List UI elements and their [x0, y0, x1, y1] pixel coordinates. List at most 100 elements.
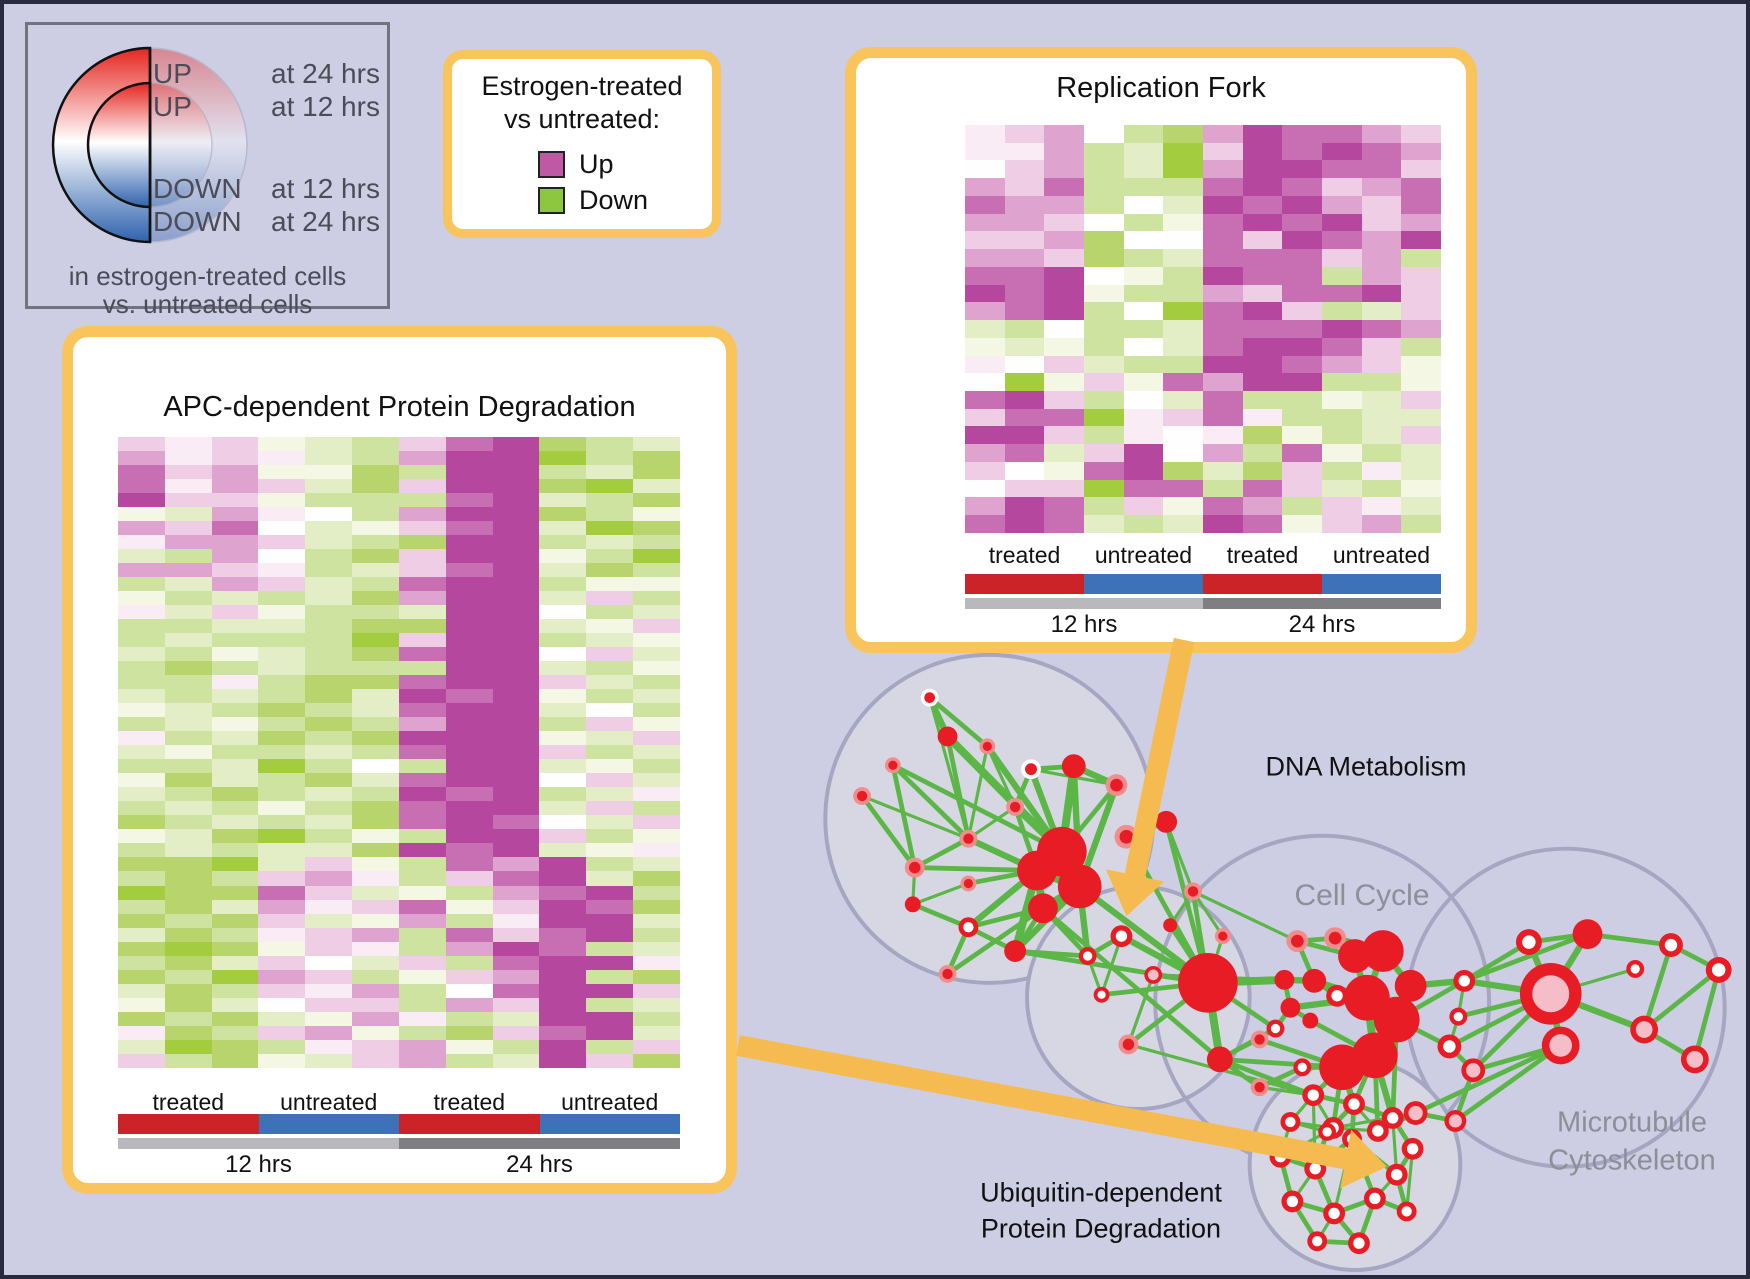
heatmap-cell [1401, 408, 1442, 427]
heatmap-cell [1163, 142, 1204, 161]
heatmap-cell [492, 563, 540, 578]
heatmap-cell [258, 1053, 306, 1068]
heatmap-row [118, 689, 680, 704]
heatmap-cell [118, 521, 165, 536]
heatmap-cell [164, 521, 212, 536]
network-edge [945, 734, 971, 842]
network-node-core [1297, 1062, 1307, 1072]
heatmap-cell [211, 507, 259, 522]
heatmap-row [118, 675, 680, 690]
heatmap-row [118, 633, 680, 648]
heatmap-cell [1123, 408, 1164, 427]
heatmap-cell [211, 619, 259, 634]
heatmap-cell [445, 1053, 493, 1068]
heatmap-cell [1004, 178, 1045, 196]
heatmap-cell [1163, 373, 1204, 392]
heatmap-cell [164, 1025, 212, 1040]
heatmap-cell [1004, 213, 1045, 232]
heatmap-cell [398, 773, 446, 788]
heatmap-cell [164, 647, 212, 662]
heatmap-cell [352, 955, 399, 970]
heatmap-cell [1282, 231, 1323, 250]
heatmap-cell [398, 717, 446, 732]
heatmap-row [118, 577, 680, 592]
heatmap-cell [1361, 515, 1402, 533]
heatmap-cell [118, 983, 165, 998]
network-node [937, 726, 958, 747]
flow-arrow-shaft [1123, 637, 1195, 884]
heatmap-row [118, 1039, 680, 1054]
heatmap-cell [164, 787, 212, 802]
heatmap-cell [118, 913, 165, 928]
network-node-core [1353, 1237, 1365, 1249]
heatmap-cell [1401, 284, 1442, 303]
heatmap-row [118, 829, 680, 844]
heatmap-cell [305, 535, 353, 550]
heatmap-cell [258, 521, 306, 536]
heatmap-cell [965, 426, 1005, 445]
heatmap-cell [1401, 142, 1442, 161]
treatment-bar-segment [1322, 574, 1441, 594]
network-edge [1040, 905, 1223, 1062]
heatmap-cell [118, 549, 165, 564]
heatmap-cell [1123, 213, 1164, 232]
heatmap-cell [586, 997, 634, 1012]
heatmap-row [965, 320, 1442, 338]
heatmap-cell [352, 829, 399, 844]
network-node-core [908, 861, 921, 874]
heatmap-cell [352, 591, 399, 606]
heatmap-cell [1044, 249, 1085, 267]
heatmap-cell [586, 787, 634, 802]
heatmap-cell [211, 521, 259, 536]
heatmap-cell [1242, 160, 1283, 179]
heatmap-cell [164, 759, 212, 774]
heatmap-cell [211, 591, 259, 606]
heatmap-cell [398, 829, 446, 844]
heatmap-cell [1044, 213, 1085, 232]
heatmap-cell [1242, 320, 1283, 338]
heatmap-cell [492, 801, 540, 816]
heatmap-cell [633, 927, 680, 942]
heatmap-cell [539, 899, 587, 914]
network-node-core [1025, 763, 1037, 776]
heatmap-cell [398, 549, 446, 564]
heatmap-cell [633, 1025, 680, 1040]
heatmap-cell [118, 941, 165, 956]
network-edge [966, 744, 989, 841]
heatmap-cell [586, 661, 634, 676]
heatmap-row [118, 815, 680, 830]
heatmap-cell [164, 675, 212, 690]
heatmap-cell [965, 231, 1005, 250]
heatmap-cell [1401, 320, 1442, 338]
heatmap-cell [352, 1025, 399, 1040]
heatmap-cell [1163, 178, 1204, 196]
heatmap-cell [445, 1039, 493, 1054]
heatmap-row [118, 773, 680, 788]
heatmap-cell [586, 871, 634, 886]
heatmap-cell [1084, 249, 1124, 267]
heatmap-cell [445, 941, 493, 956]
heatmap-row [118, 507, 680, 522]
heatmap-cell [539, 703, 587, 718]
heatmap-cell [539, 1039, 587, 1054]
wheel-label-up-24: UP [153, 58, 192, 89]
heatmap-cell [965, 461, 1005, 480]
heatmap-cell [1282, 391, 1323, 409]
heatmap-cell [1004, 142, 1045, 161]
network-node [1155, 810, 1178, 833]
heatmap-cell [1123, 373, 1164, 392]
heatmap-row [118, 745, 680, 760]
heatmap-cell [398, 913, 446, 928]
heatmap-cell [305, 675, 353, 690]
apc-degradation-panel: APC-dependent Protein Degradation treate… [62, 326, 737, 1194]
heatmap-cell [1084, 479, 1124, 498]
network-node-core [1406, 1143, 1419, 1155]
time-label-12hrs: 12 hrs [1050, 611, 1118, 638]
heatmap-cell [118, 675, 165, 690]
heatmap-cell [539, 997, 587, 1012]
heatmap-cell [352, 703, 399, 718]
network-node-core [1122, 1038, 1135, 1051]
heatmap-cell [1282, 320, 1323, 338]
group-label-treated-24: treated [1226, 542, 1299, 568]
heatmap-cell [164, 703, 212, 718]
